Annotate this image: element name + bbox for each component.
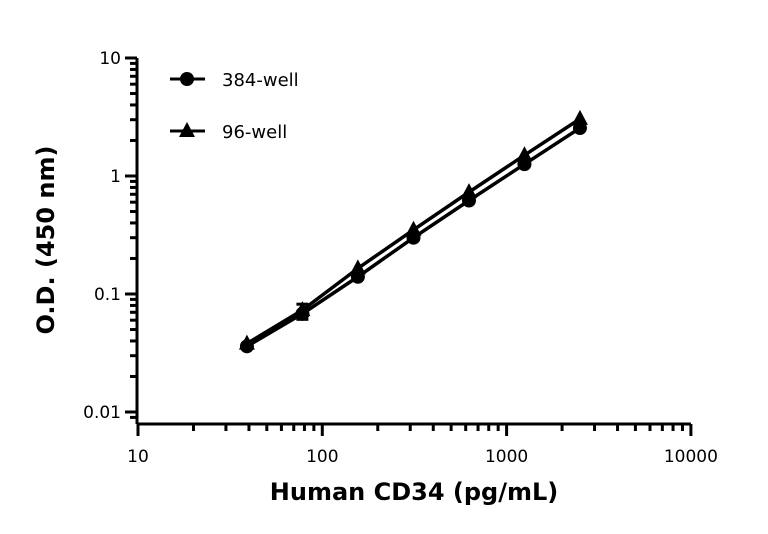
data-point-96-well: [571, 109, 588, 125]
x-axis-label: Human CD34 (pg/mL): [270, 478, 558, 506]
y-tick-label: 0.01: [83, 403, 121, 423]
data-point-96-well: [460, 183, 477, 199]
legend-label: 384-well: [222, 70, 299, 91]
y-tick-label: 1: [110, 167, 121, 187]
data-point-96-well: [516, 146, 533, 162]
data-point-96-well: [349, 259, 366, 275]
legend-marker-96-well: [179, 122, 195, 137]
legend-label: 96-well: [222, 122, 287, 143]
x-tick-label: 10: [127, 447, 149, 467]
x-tick-label: 100: [306, 447, 338, 467]
y-tick-label: 0.1: [94, 285, 121, 305]
legend: 384-well 96-well: [170, 70, 299, 143]
axes: 10 100 1000 10000 0.01 0.1 1 10: [83, 49, 718, 467]
data-point-96-well: [405, 220, 422, 236]
legend-marker-384-well: [180, 72, 194, 86]
y-tick-label: 10: [99, 49, 121, 69]
y-axis-label: O.D. (450 nm): [32, 146, 60, 335]
series-layer: [238, 109, 588, 354]
x-tick-label: 10000: [664, 447, 718, 467]
data-point-96-well: [238, 334, 255, 350]
x-tick-label: 1000: [485, 447, 528, 467]
